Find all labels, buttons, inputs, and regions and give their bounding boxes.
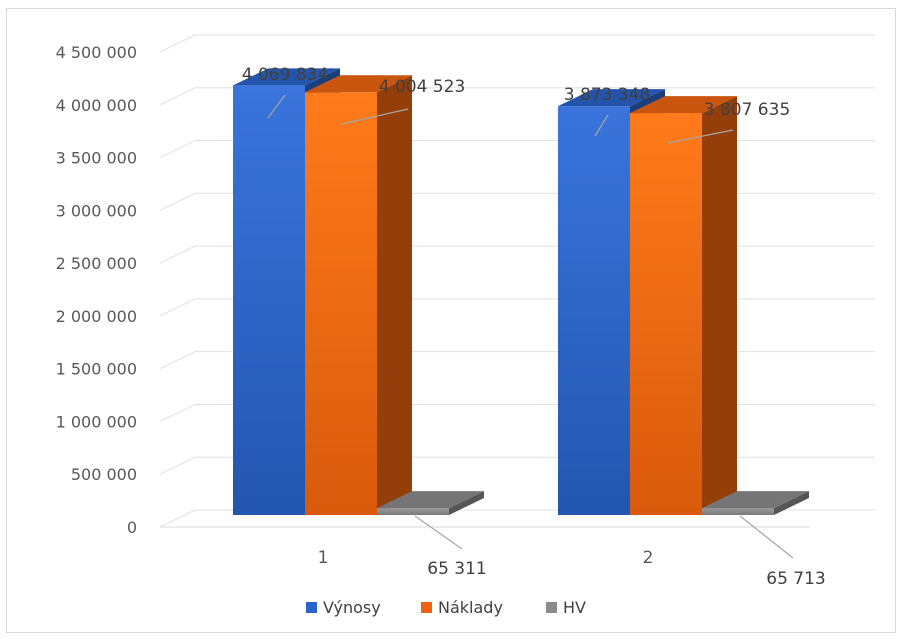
bar-front (702, 508, 774, 515)
y-tick-label: 3 500 000 (56, 149, 137, 168)
bar-top (233, 68, 340, 86)
y-tick-label: 4 000 000 (56, 96, 137, 115)
bar-side (377, 75, 412, 515)
gridline-diagonal (159, 192, 196, 211)
bar-front (630, 113, 702, 515)
bar-top (630, 96, 737, 114)
bar-side (774, 491, 809, 515)
bar (305, 75, 412, 515)
legend-swatch (421, 602, 432, 613)
gridline-diagonal (159, 298, 196, 317)
data-label: 3 873 348 (564, 85, 651, 105)
bar (702, 491, 809, 515)
data-label-leader (594, 114, 609, 137)
x-tick-label: 1 (318, 548, 329, 568)
legend-item: HV (546, 598, 586, 617)
gridline-diagonal (159, 245, 196, 264)
data-label-leader (414, 515, 463, 550)
data-label-leader (739, 515, 794, 559)
legend-swatch (546, 602, 557, 613)
legend: Výnosy Náklady HV (306, 598, 586, 617)
y-tick-label: 2 500 000 (56, 254, 137, 273)
bar-top (377, 491, 484, 509)
data-label-leader (341, 108, 409, 125)
chart-frame (6, 8, 896, 633)
gridline-diagonal (159, 351, 196, 370)
bar-front (233, 85, 305, 516)
y-axis: 0 500 000 1 000 000 1 500 000 2 000 000 2 500… (56, 43, 137, 537)
legend-label: Náklady (438, 598, 503, 617)
legend-swatch (306, 602, 317, 613)
bar-front (558, 106, 630, 515)
bar-top (702, 491, 809, 509)
data-label-leader (267, 94, 286, 119)
bar-top (558, 89, 665, 107)
legend-label: HV (563, 598, 586, 617)
legend-item: Náklady (421, 598, 503, 617)
bar-front (377, 508, 449, 515)
y-tick-label: 0 (127, 518, 137, 537)
legend-item: Výnosy (306, 598, 381, 617)
bar (377, 491, 484, 515)
data-label: 65 713 (766, 569, 825, 589)
bar (630, 96, 737, 515)
data-labels-layer: 4 069 834 4 004 523 65 311 3 873 348 3 807 6… (242, 65, 826, 589)
y-tick-label: 4 500 000 (56, 43, 137, 62)
y-tick-label: 1 000 000 (56, 412, 137, 431)
gridline-diagonal (159, 456, 196, 475)
y-tick-label: 2 000 000 (56, 307, 137, 326)
bar-side (702, 96, 737, 515)
data-label: 65 311 (427, 559, 486, 579)
bars-layer (233, 68, 809, 516)
y-tick-label: 3 000 000 (56, 201, 137, 220)
gridline-diagonal (159, 509, 196, 528)
y-tick-label: 1 500 000 (56, 360, 137, 379)
gridline-diagonal (159, 34, 196, 53)
gridline-diagonal (159, 140, 196, 159)
legend-label: Výnosy (323, 598, 381, 617)
data-label: 4 069 834 (242, 65, 329, 85)
data-label: 3 807 635 (704, 100, 791, 120)
data-label-leader (667, 129, 734, 144)
bar-front (305, 92, 377, 515)
x-tick-label: 2 (643, 548, 654, 568)
bar-side (449, 491, 484, 515)
data-label: 4 004 523 (379, 77, 466, 97)
y-tick-label: 500 000 (71, 465, 137, 484)
bar-top (305, 75, 412, 93)
gridline-diagonal (159, 87, 196, 106)
gridline-diagonal (159, 403, 196, 422)
